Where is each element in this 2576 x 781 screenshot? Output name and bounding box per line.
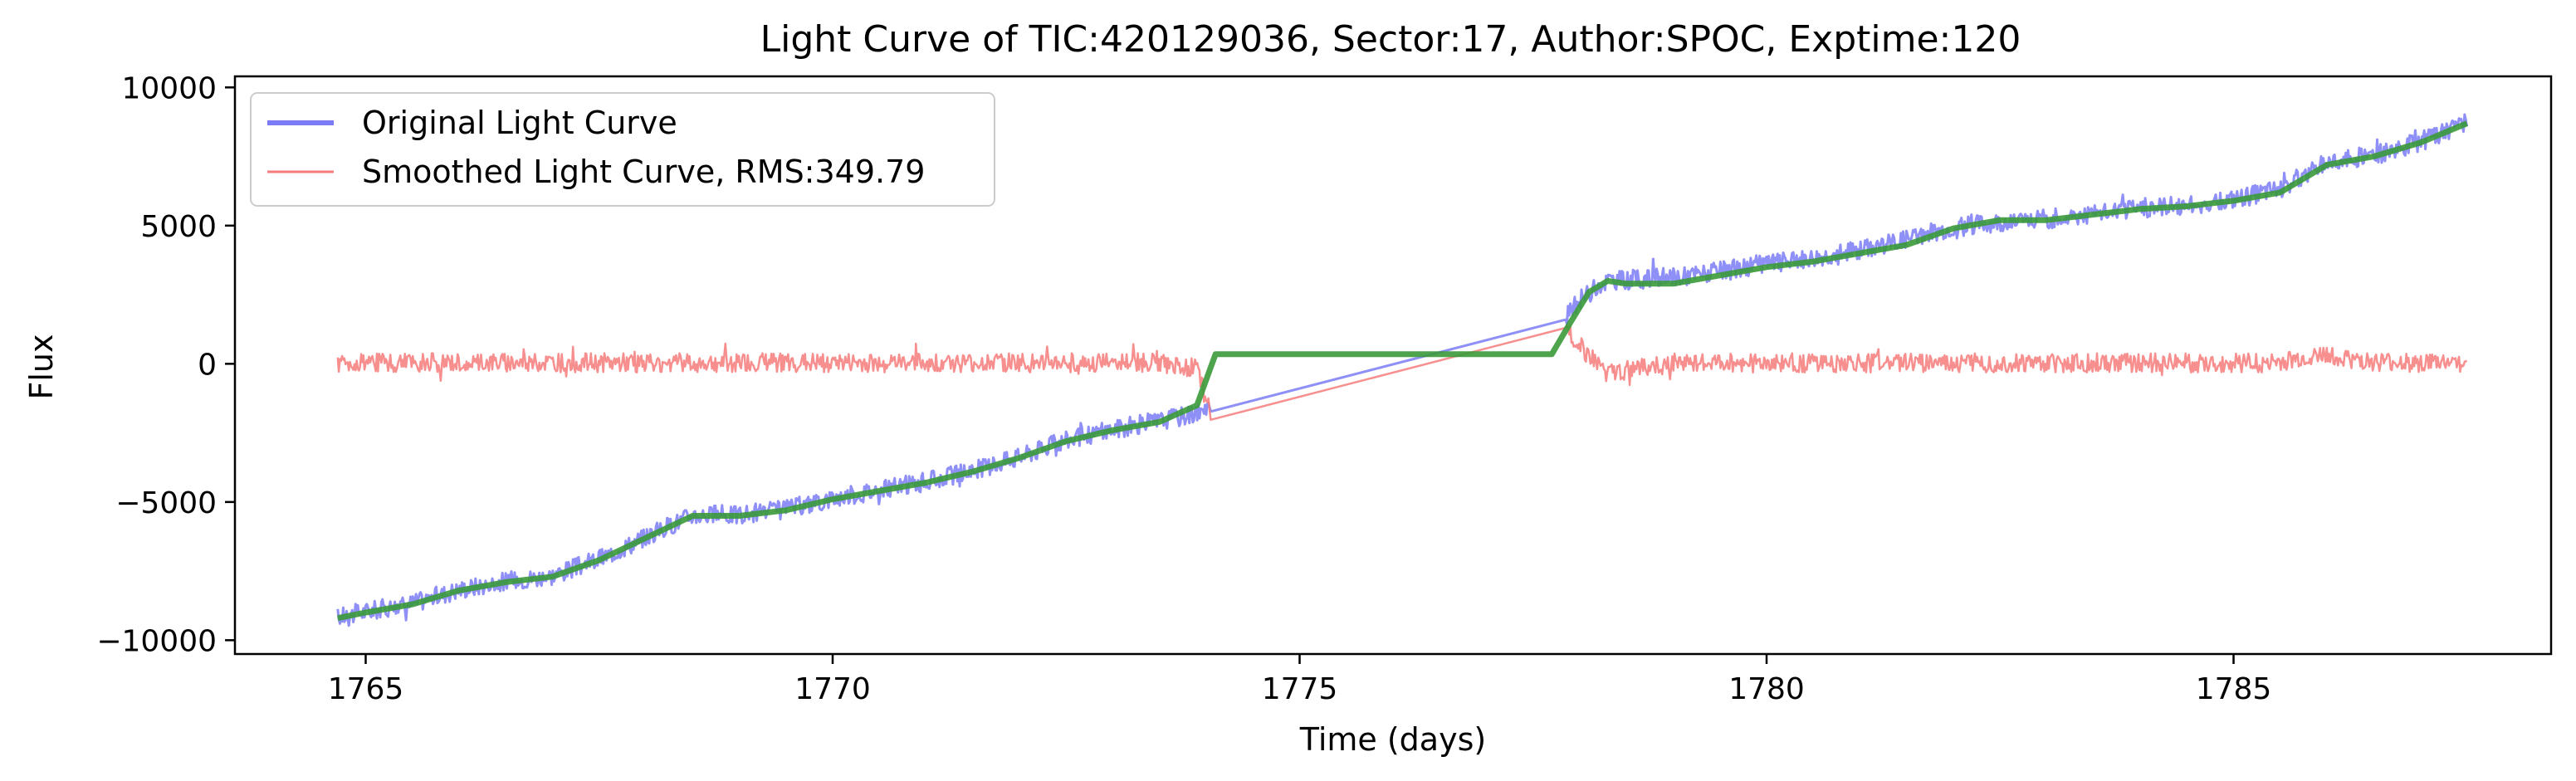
x-tick-label: 1765	[328, 672, 404, 706]
x-axis-label: Time (days)	[1299, 721, 1486, 758]
legend: Original Light Curve Smoothed Light Curv…	[250, 92, 995, 207]
x-tick-label: 1780	[1728, 672, 1805, 706]
legend-box	[250, 92, 995, 207]
legend-label-smoothed: Smoothed Light Curve, RMS:349.79	[362, 154, 925, 190]
y-tick-label: 10000	[121, 71, 217, 105]
x-tick-label: 1775	[1262, 672, 1338, 706]
x-tick-label: 1770	[794, 672, 871, 706]
legend-label-original: Original Light Curve	[362, 105, 677, 141]
trend-line-series	[337, 120, 2469, 622]
series-layer	[336, 113, 2469, 627]
y-tick-label: 5000	[140, 210, 217, 244]
smoothed-light-curve-series	[336, 324, 2468, 422]
y-tick-label: 0	[198, 348, 217, 382]
original-light-curve-series	[336, 113, 2468, 627]
y-axis-label: Flux	[23, 334, 60, 400]
x-tick-label: 1785	[2196, 672, 2272, 706]
y-tick-label: −10000	[96, 624, 217, 658]
ticks-layer: 1765 1770 1775 1780 1785 10000 5000 0 −5000 −1000…	[96, 71, 2271, 706]
y-tick-label: −5000	[115, 486, 217, 520]
plot-frame	[233, 75, 2553, 656]
chart-title: Light Curve of TIC:420129036, Sector:17,…	[760, 18, 2021, 61]
